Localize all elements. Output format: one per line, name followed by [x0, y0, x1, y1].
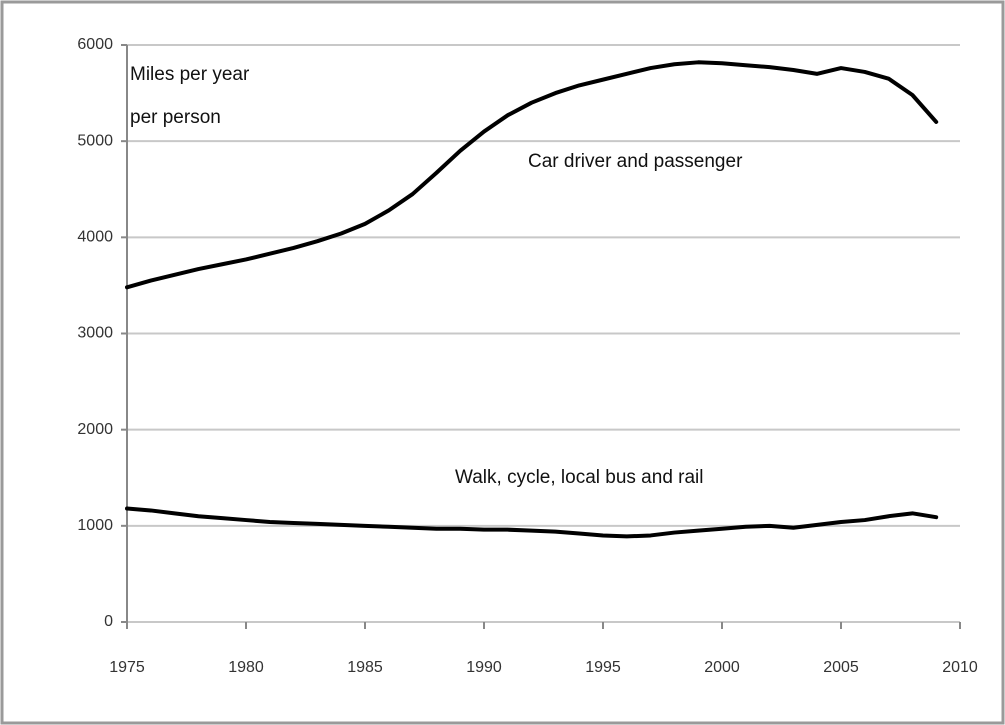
- y-tick-label: 4000: [77, 229, 113, 246]
- y-tick-label: 3000: [77, 325, 113, 342]
- y-tick-label: 1000: [77, 517, 113, 534]
- series-label: Car driver and passenger: [528, 151, 743, 172]
- y-tick-label: 2000: [77, 421, 113, 438]
- x-tick-label: 1975: [109, 659, 145, 676]
- x-tick-label: 2000: [704, 659, 740, 676]
- line: [125, 60, 939, 290]
- x-tick-label: 2005: [823, 659, 859, 676]
- x-tick-label: 1995: [585, 659, 621, 676]
- y-tick-label: 6000: [77, 36, 113, 53]
- x-tick-label: 2010: [942, 659, 978, 676]
- annotation: Miles per year: [130, 64, 250, 85]
- x-tick-label: 1990: [466, 659, 502, 676]
- y-tick-label: 5000: [77, 132, 113, 149]
- y-tick-label: 0: [104, 613, 113, 630]
- x-tick-label: 1985: [347, 659, 383, 676]
- x-tick-label: 1980: [228, 659, 264, 676]
- line: [125, 506, 939, 539]
- series-label: Walk, cycle, local bus and rail: [455, 467, 704, 488]
- annotation: per person: [130, 107, 221, 128]
